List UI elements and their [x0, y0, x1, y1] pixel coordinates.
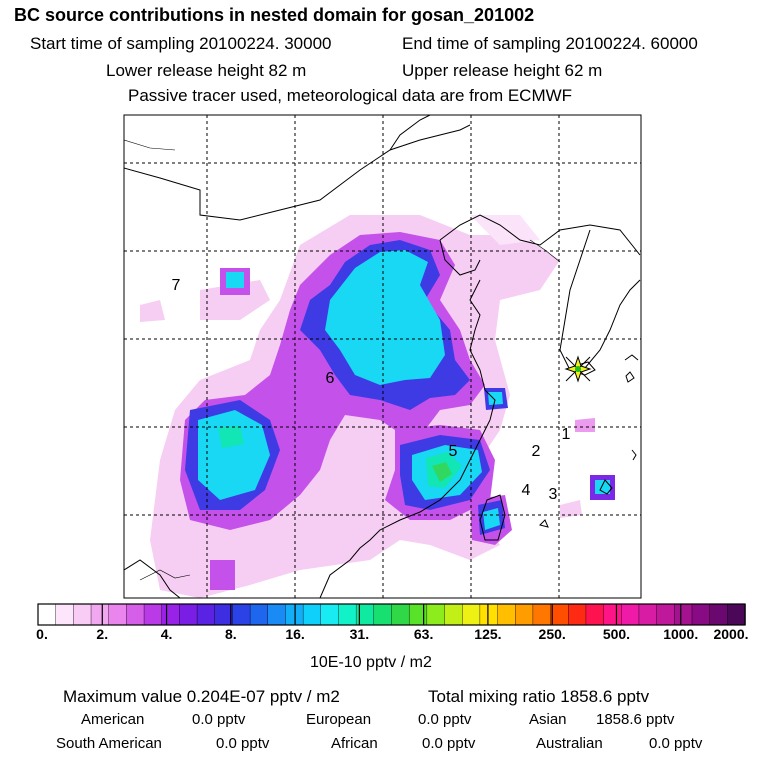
colorbar-cell — [462, 603, 481, 626]
colorbar-cell — [196, 603, 216, 626]
european-value: 0.0 pptv — [418, 711, 472, 728]
colorbar-cell — [391, 603, 410, 626]
south-american-label: South American — [56, 735, 162, 752]
colorbar-cell — [179, 603, 198, 626]
colorbar-tick-label: 125. — [474, 626, 502, 642]
colorbar-cell — [302, 603, 322, 626]
start-time-text: Start time of sampling 20100224. 30000 — [30, 34, 332, 53]
american-label: American — [81, 711, 145, 728]
graticule — [124, 115, 641, 598]
colorbar-cell — [674, 603, 693, 626]
colorbar-cell — [73, 603, 92, 626]
colorbar-tick-label: 2000. — [713, 626, 749, 642]
colorbar-cell — [108, 603, 128, 626]
receptor-star-icon — [564, 355, 592, 383]
colorbar-cell — [320, 603, 340, 626]
asian-value: 1858.6 pptv — [596, 711, 675, 728]
colorbar-cell — [408, 603, 428, 626]
map-frame — [123, 114, 642, 599]
african-label: African — [331, 735, 378, 752]
colorbar-cell — [249, 603, 269, 626]
region-label-5: 5 — [449, 443, 458, 460]
colorbar-cell — [603, 603, 622, 626]
colorbar-cell — [232, 603, 251, 626]
max-value-text: Maximum value 0.204E-07 pptv / m2 — [63, 687, 340, 706]
colorbar-tick-label: 0. — [36, 626, 48, 642]
end-time-text: End time of sampling 20100224. 60000 — [402, 34, 698, 53]
concentration-field — [140, 215, 615, 598]
african-value: 0.0 pptv — [422, 735, 476, 752]
colorbar-cell — [444, 603, 463, 626]
colorbar-tick-label: 1000. — [663, 626, 699, 642]
american-value: 0.0 pptv — [192, 711, 246, 728]
asian-label: Asian — [529, 711, 567, 728]
region-label-7: 7 — [172, 277, 181, 294]
colorbar-cell — [373, 603, 393, 626]
colorbar-units: 10E-10 pptv / m2 — [310, 654, 432, 671]
colorbar-tick-label: 63. — [413, 626, 434, 642]
colorbar-tick-label: 4. — [160, 626, 173, 642]
colorbar-cell — [638, 603, 658, 626]
colorbar-cell — [214, 603, 234, 626]
colorbar-cell — [267, 603, 287, 626]
colorbar-cell — [656, 603, 676, 626]
colorbar-cell — [143, 603, 163, 626]
colorbar-cell — [515, 603, 534, 626]
colorbar-cell — [55, 603, 75, 626]
colorbar-cell — [338, 603, 357, 626]
lower-release-text: Lower release height 82 m — [106, 61, 307, 80]
colorbar-cell — [691, 603, 711, 626]
colorbar-cell — [90, 603, 110, 626]
tracer-note-text: Passive tracer used, meteorological data… — [128, 86, 573, 105]
south-american-value: 0.0 pptv — [216, 735, 270, 752]
colorbar-cell — [426, 603, 446, 626]
colorbar-cell — [532, 603, 552, 626]
colorbar-tick-label: 500. — [602, 626, 631, 642]
region-label-1: 1 — [562, 426, 571, 443]
australian-label: Australian — [536, 735, 603, 752]
colorbar-tick-label: 31. — [349, 626, 370, 642]
colorbar-cell — [709, 603, 729, 626]
colorbar-cell — [585, 603, 605, 626]
total-mixing-text: Total mixing ratio 1858.6 pptv — [428, 687, 650, 706]
australian-value: 0.0 pptv — [649, 735, 703, 752]
european-label: European — [306, 711, 372, 728]
upper-release-text: Upper release height 62 m — [402, 61, 603, 80]
colorbar-tick-label: 8. — [224, 626, 237, 642]
colorbar-cell — [621, 603, 640, 626]
colorbar-cell — [727, 603, 746, 626]
colorbar-cell — [126, 603, 145, 626]
chart-title: BC source contributions in nested domain… — [14, 5, 535, 25]
colorbar-cell — [568, 603, 587, 626]
colorbar-cell — [497, 603, 516, 626]
colorbar-cell — [550, 603, 569, 626]
colorbar-cell — [479, 603, 499, 626]
borders — [124, 139, 561, 581]
colorbar-cell — [161, 603, 181, 626]
colorbar-tick-label: 250. — [538, 626, 566, 642]
region-label-2: 2 — [532, 443, 541, 460]
region-label-4: 4 — [522, 482, 531, 499]
colorbar-tick-label: 2. — [96, 626, 109, 642]
colorbar-tick-label: 16. — [285, 626, 305, 642]
region-label-3: 3 — [549, 486, 558, 503]
region-label-6: 6 — [326, 370, 335, 387]
coastlines — [124, 115, 641, 598]
colorbar-cell — [37, 603, 57, 626]
